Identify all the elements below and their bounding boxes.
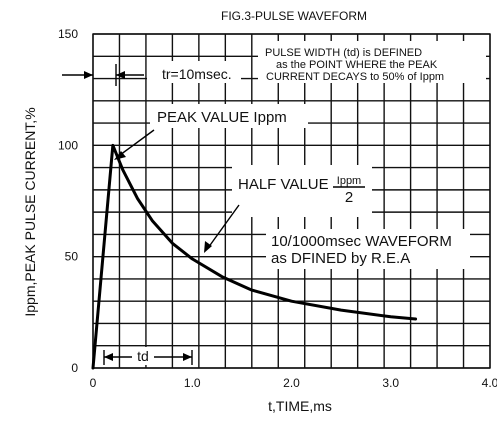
chart-title: FIG.3-PULSE WAVEFORM (221, 9, 367, 23)
x-tick-label: 3.0 (382, 376, 399, 390)
tr-right-arrow-head (116, 71, 125, 79)
plot-frame (92, 33, 491, 369)
x-tick-label: 1.0 (184, 376, 201, 390)
peak-arrow-line (119, 129, 155, 156)
peak-label-bg (150, 104, 308, 128)
y-tick-label: 0 (71, 361, 78, 375)
half-value-denominator: 2 (345, 189, 353, 206)
y-axis-label: Ippm,PEAK PULSE CURRENT,% (22, 107, 38, 316)
y-tick-label: 50 (65, 250, 79, 264)
annotation-layer: PULSE WIDTH (td) is DEFINED as the POINT… (62, 41, 486, 365)
pulse-width-note-line-2: as the POINT WHERE the PEAK (276, 59, 438, 71)
y-tick-label: 150 (58, 27, 78, 41)
x-tick-label: 4.0 (482, 376, 497, 390)
pulse-waveform-line (91, 143, 418, 370)
waveform-note-line-2: as DFINED by R.E.A (271, 250, 410, 267)
x-tick-label: 2.0 (283, 376, 300, 390)
waveform-note-bg (266, 229, 470, 269)
tr-label-bg (147, 61, 241, 83)
tr-label: tr=10msec. (162, 66, 232, 82)
td-arrow-head-right (183, 353, 192, 361)
half-value-arrow-head (204, 241, 212, 253)
pulse-width-note-line-1: PULSE WIDTH (td) is DEFINED (265, 47, 422, 59)
peak-arrow-head (114, 151, 126, 160)
y-tick-label: 100 (58, 138, 78, 152)
waveform-note-line-1: 10/1000msec WAVEFORM (271, 233, 452, 250)
pulse-width-note-line-3: CURRENT DECAYS to 50% of Ippm (266, 71, 444, 83)
x-axis-label: t,TIME,ms (268, 398, 332, 414)
half-value-label-bg (232, 165, 372, 217)
half-value-arrow-line (207, 204, 240, 249)
half-value-numerator: Ippm (337, 175, 361, 187)
td-arrow-head-left (104, 353, 113, 361)
tr-left-arrow-head (84, 71, 93, 79)
x-tick-label: 0 (90, 376, 97, 390)
peak-label: PEAK VALUE Ippm (157, 109, 287, 126)
tick-layer: 0 1.0 2.0 3.0 4.0 0 50 100 150 (58, 27, 497, 390)
td-label: td (137, 348, 149, 364)
series-layer (91, 143, 418, 370)
pulse-width-note-bg (258, 41, 486, 83)
td-label-bg (134, 347, 152, 365)
half-value-label: HALF VALUE (238, 176, 329, 193)
